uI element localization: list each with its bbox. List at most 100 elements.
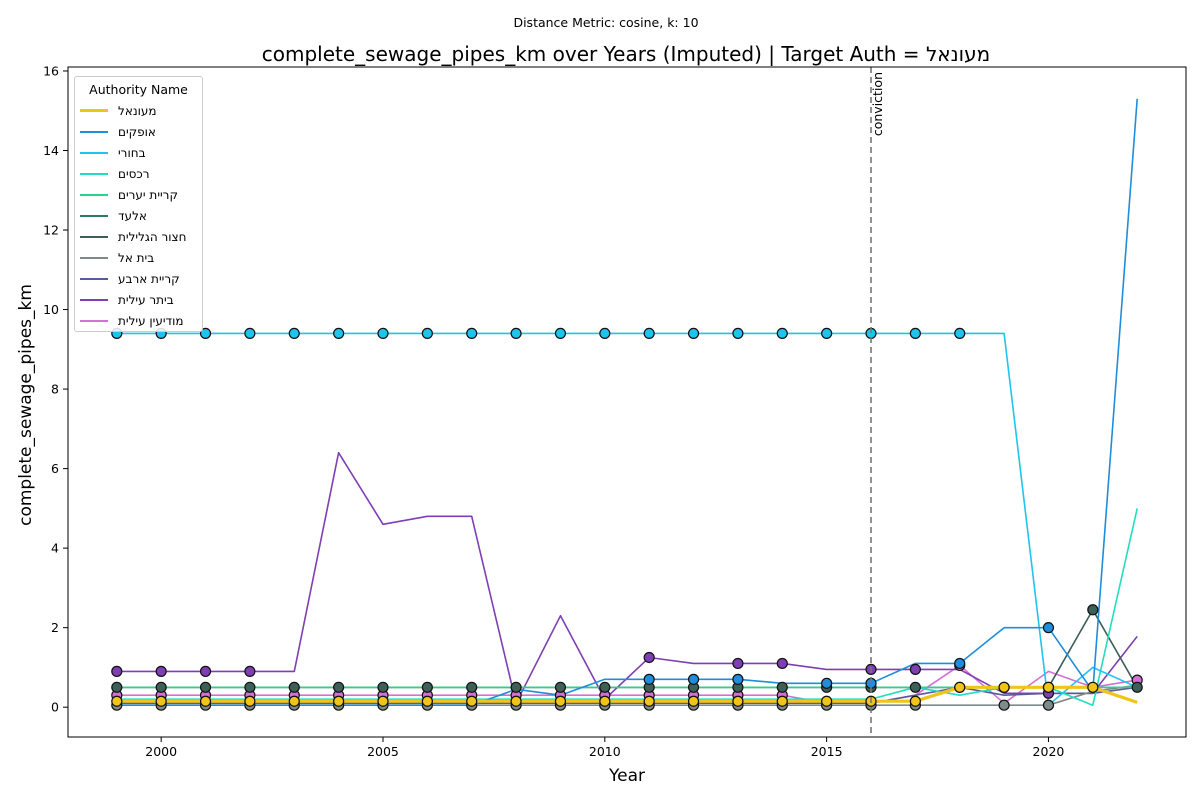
x-tick-label: 2020 [1033, 744, 1065, 759]
data-point [954, 657, 966, 670]
data-point [466, 695, 478, 707]
data-point [954, 681, 966, 693]
series-line [116, 451, 1138, 705]
data-point [554, 695, 567, 707]
legend-swatch [80, 236, 108, 239]
data-point [599, 327, 611, 340]
data-point [199, 665, 212, 677]
data-point [776, 657, 788, 670]
y-axis: 0 2 4 6 8 10 12 14 16 [43, 63, 68, 715]
x-axis-label: Year [608, 766, 645, 786]
y-tick-label: 6 [51, 461, 59, 476]
legend-label: בית אל [118, 251, 155, 266]
series-line [116, 508, 1138, 707]
data-point [1131, 681, 1143, 693]
conviction-label: conviction [870, 72, 885, 136]
data-point [1042, 622, 1055, 634]
legend-label: קריית ארבע [118, 272, 180, 287]
data-point [244, 681, 256, 693]
data-point [732, 657, 744, 670]
legend-label: מודיעין עילית [118, 314, 184, 329]
series-line [116, 98, 1138, 707]
legend-label: קריית יערים [118, 187, 178, 202]
legend-label: אלעד [118, 209, 147, 224]
legend-item: חצור הגלילית [75, 227, 202, 248]
data-point [909, 681, 921, 693]
data-point [111, 695, 123, 707]
legend-label: ביתר עילית [118, 293, 174, 308]
data-point [599, 695, 611, 707]
data-point [821, 695, 833, 707]
data-point [288, 327, 300, 340]
data-point [643, 673, 655, 685]
data-point [1087, 681, 1099, 693]
legend-label: רכסים [118, 166, 150, 181]
x-tick-label: 2010 [589, 744, 621, 759]
legend-swatch [80, 172, 108, 175]
data-point [421, 695, 433, 707]
markers-layer [111, 327, 1143, 711]
plot-frame [67, 66, 1187, 738]
data-point [333, 695, 345, 707]
y-tick-label: 16 [43, 63, 59, 78]
data-point [466, 681, 478, 693]
chart-title: complete_sewage_pipes_km over Years (Imp… [262, 42, 990, 66]
data-point [732, 695, 744, 707]
y-tick-label: 2 [51, 620, 59, 635]
series-line [116, 608, 1138, 689]
data-point [554, 681, 567, 693]
legend-label: מעונאל [118, 103, 157, 118]
y-tick-label: 10 [43, 302, 59, 317]
data-point [466, 327, 478, 340]
data-point [377, 681, 389, 693]
legend-item: בית אל [75, 248, 202, 269]
data-point [244, 695, 256, 707]
data-point [333, 327, 345, 340]
legend-swatch [80, 151, 108, 154]
data-point [554, 327, 567, 340]
data-point [1042, 699, 1055, 711]
legend-label: חצור הגלילית [118, 230, 187, 245]
series-line [116, 685, 1138, 704]
data-point [599, 681, 611, 693]
data-point [1042, 681, 1055, 693]
data-point [155, 681, 167, 693]
data-point [111, 665, 123, 677]
legend-title: Authority Name [89, 82, 188, 97]
x-axis: 2000 2005 2010 2015 2020 [145, 737, 1064, 759]
legend-swatch [80, 130, 108, 133]
legend-swatch [80, 299, 108, 302]
data-point [377, 327, 389, 340]
legend-item: מעונאל [75, 100, 202, 121]
legend-item: ביתר עילית [75, 290, 202, 311]
legend-item: קריית יערים [75, 184, 202, 205]
legend-swatch [80, 109, 108, 113]
x-tick-label: 2005 [367, 744, 399, 759]
data-point [821, 327, 833, 340]
data-point [510, 681, 522, 693]
data-point [377, 695, 389, 707]
data-point [111, 681, 123, 693]
y-tick-label: 14 [43, 143, 59, 158]
series-layer [116, 98, 1138, 707]
data-point [643, 651, 655, 664]
legend-swatch [80, 278, 108, 281]
series-line [116, 332, 1138, 707]
chart-suptitle: Distance Metric: cosine, k: 10 [513, 15, 698, 30]
y-tick-label: 0 [51, 700, 59, 715]
series-line [116, 664, 1138, 705]
data-point [776, 681, 788, 693]
legend-item: בחורי [75, 142, 202, 163]
legend-label: אופקים [118, 124, 156, 139]
y-axis-label: complete_sewage_pipes_km [16, 284, 36, 526]
data-point [244, 327, 256, 340]
data-point [643, 695, 655, 707]
data-point [333, 681, 345, 693]
data-point [510, 695, 522, 707]
legend-item: קריית ארבע [75, 269, 202, 290]
data-point [732, 327, 744, 340]
legend-item: מודיעין עילית [75, 311, 202, 332]
data-point [687, 327, 700, 340]
legend: Authority Name מעונאל אופקים בחורי רכסים קרי… [74, 76, 203, 332]
data-point [998, 681, 1010, 693]
